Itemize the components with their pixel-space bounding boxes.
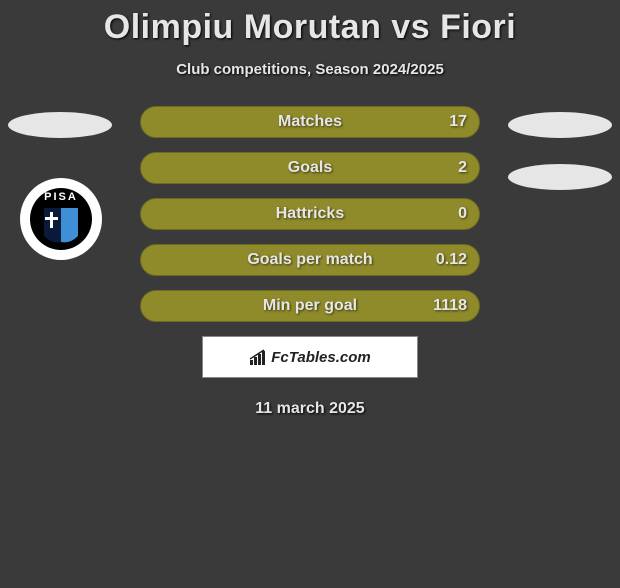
stat-label: Goals: [288, 159, 332, 177]
watermark: FcTables.com: [202, 336, 418, 378]
watermark-text: FcTables.com: [271, 349, 370, 366]
stat-label: Min per goal: [263, 297, 357, 315]
stat-row-hattricks: Hattricks 0: [140, 198, 480, 230]
stat-value: 1118: [433, 297, 467, 315]
club-badge: PISA: [20, 178, 102, 260]
right-player-oval-top: [508, 112, 612, 138]
stat-label: Hattricks: [276, 205, 344, 223]
content-area: PISA Matches 17 Goals 2 Hattricks 0: [0, 106, 620, 418]
page-title: Olimpiu Morutan vs Fiori: [0, 8, 620, 47]
club-badge-shield-icon: [42, 204, 80, 246]
stat-rows: Matches 17 Goals 2 Hattricks 0 Goals per…: [140, 106, 480, 322]
left-player-oval: [8, 112, 112, 138]
stat-label: Matches: [278, 113, 342, 131]
stat-label: Goals per match: [247, 251, 372, 269]
stat-row-min-per-goal: Min per goal 1118: [140, 290, 480, 322]
club-badge-text: PISA: [44, 191, 78, 203]
stat-value: 2: [458, 159, 467, 177]
right-player-oval-bottom: [508, 164, 612, 190]
stat-row-matches: Matches 17: [140, 106, 480, 138]
stat-value: 0: [458, 205, 467, 223]
watermark-chart-icon: [249, 348, 267, 366]
stat-value: 17: [449, 113, 467, 131]
stat-row-goals-per-match: Goals per match 0.12: [140, 244, 480, 276]
stat-row-goals: Goals 2: [140, 152, 480, 184]
club-badge-inner: PISA: [30, 188, 92, 250]
page-subtitle: Club competitions, Season 2024/2025: [0, 61, 620, 78]
stat-value: 0.12: [436, 251, 467, 269]
date-text: 11 march 2025: [0, 400, 620, 418]
